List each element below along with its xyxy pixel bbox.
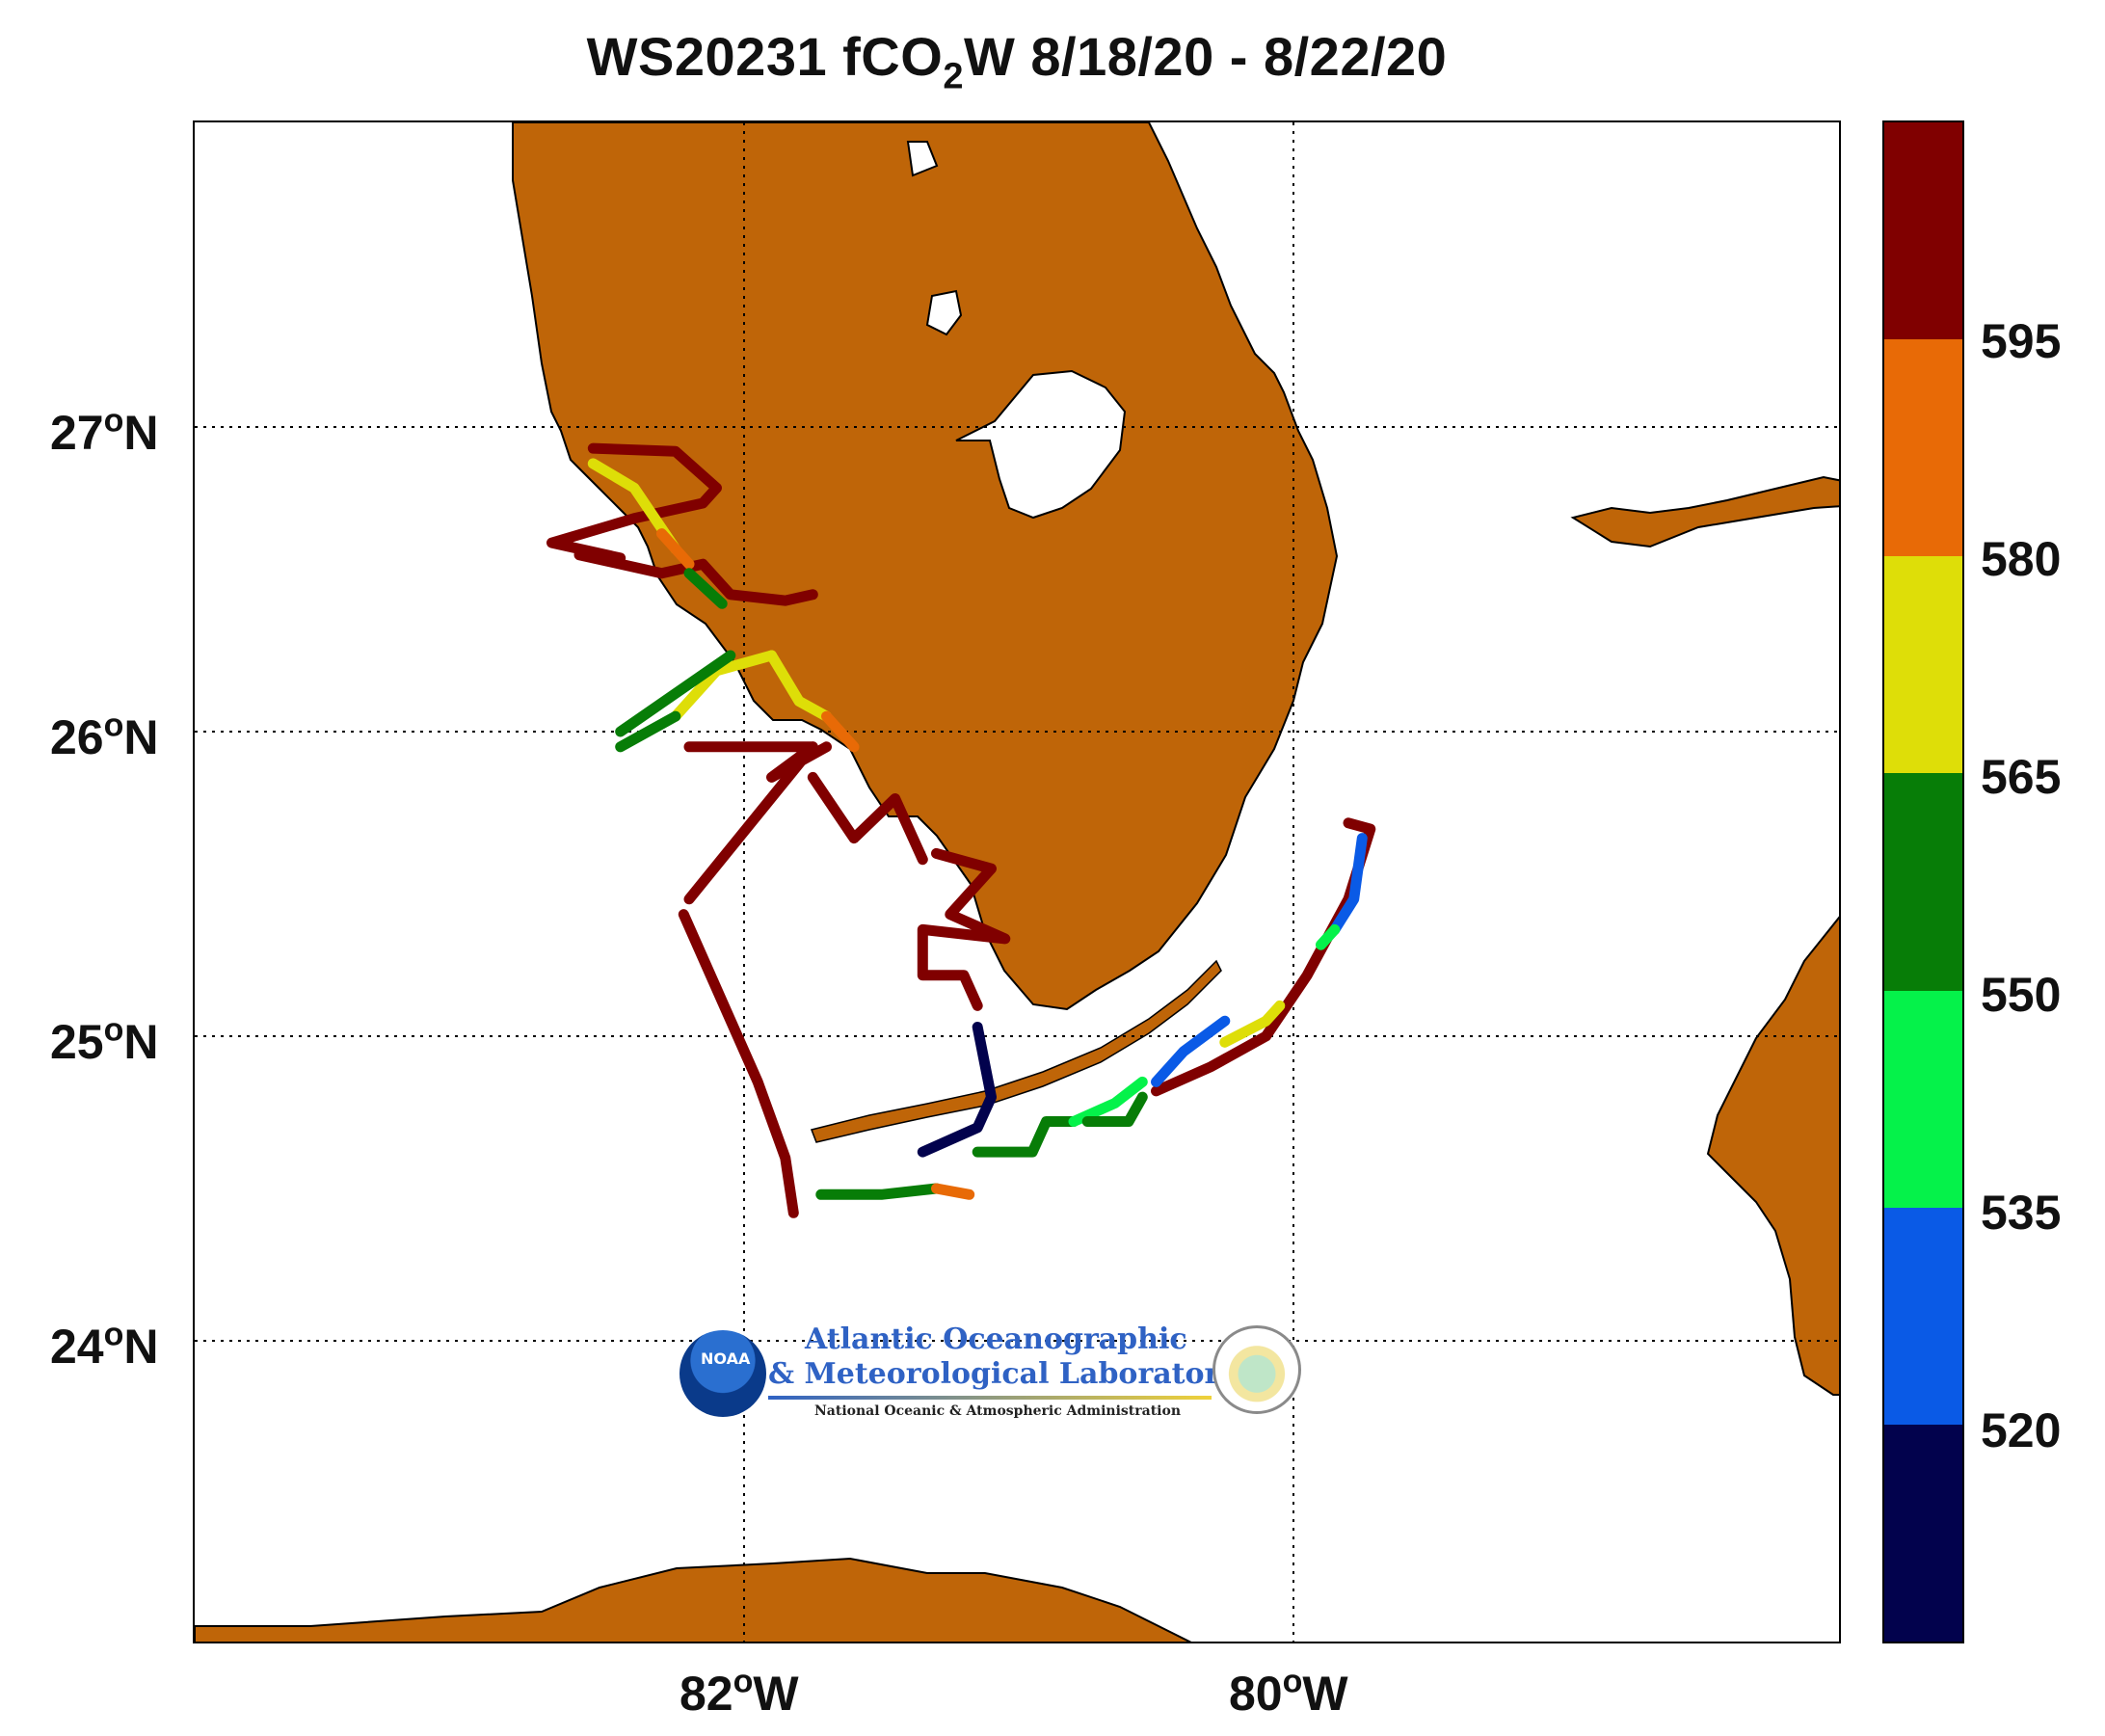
- lon-hemi-82: W: [753, 1667, 799, 1721]
- lon-deg-80: 80: [1229, 1667, 1283, 1721]
- ship-track-segment-19: [1219, 1000, 1286, 1048]
- ship-track-segment-9: [683, 568, 728, 609]
- colorbar-segment-3: [1884, 773, 1962, 991]
- land-keys: [810, 959, 1222, 1143]
- map-title: WS20231 fCO2W 8/18/20 - 8/22/20: [193, 25, 1841, 94]
- ship-track-segment-12: [766, 650, 832, 722]
- colorbar: [1882, 120, 1964, 1643]
- colorbar-segment-2: [1884, 556, 1962, 774]
- noaa-badge-text: NOAA: [701, 1349, 751, 1368]
- lon-sup-82: o: [733, 1663, 754, 1700]
- ship-track-segment-11: [615, 710, 681, 753]
- lake-north: [906, 141, 939, 177]
- land-bahamas: [1706, 916, 1839, 1396]
- lat-sup-24: o: [103, 1316, 124, 1353]
- ship-track-segment-2: [683, 741, 818, 905]
- ship-track-segment-14: [615, 650, 736, 737]
- lat-hemi-25: N: [123, 1015, 159, 1069]
- ship-track-segment-5: [917, 847, 1011, 1011]
- colorbar-segment-6: [1884, 1424, 1962, 1642]
- lon-sup-80: o: [1282, 1663, 1303, 1700]
- map-frame[interactable]: [193, 120, 1841, 1643]
- lake-okeechobee: [955, 369, 1127, 520]
- ship-track-segment-23: [931, 1183, 975, 1200]
- lat-sup-25: o: [103, 1011, 124, 1049]
- land-florida: [512, 122, 1339, 1011]
- ship-track-segment-20: [1329, 833, 1368, 935]
- ship-track-segment-22: [815, 1183, 942, 1200]
- lon-label-80: 80oW: [1229, 1663, 1348, 1722]
- lat-deg-27: 27: [50, 406, 104, 460]
- aoml-logo: NOAA Atlantic Oceanographic & Meteorolog…: [679, 1322, 1306, 1429]
- ship-track-segment-8: [656, 528, 695, 570]
- lon-hemi-80: W: [1302, 1667, 1348, 1721]
- lake-small: [925, 289, 963, 336]
- colorbar-segment-4: [1884, 990, 1962, 1208]
- lat-deg-24: 24: [50, 1320, 104, 1374]
- colorbar-tick-550: 550: [1981, 968, 2062, 1022]
- lat-label-25: 25oN: [50, 1011, 159, 1070]
- colorbar-tick-580: 580: [1981, 532, 2062, 586]
- colorbar-tick-535: 535: [1981, 1186, 2062, 1240]
- colorbar-tick-595: 595: [1981, 314, 2062, 368]
- ship-track-segment-4: [807, 771, 928, 866]
- lat-deg-26: 26: [50, 710, 104, 764]
- land-cuba: [195, 1557, 1192, 1642]
- lon-deg-82: 82: [679, 1667, 733, 1721]
- ship-track-segment-18: [1151, 1015, 1231, 1087]
- lat-hemi-26: N: [123, 710, 159, 764]
- ship-track-segment-24: [1081, 1091, 1148, 1127]
- aoml-seal-icon: [1212, 1325, 1301, 1414]
- ship-tracks: [546, 442, 1376, 1218]
- logo-line3: National Oceanic & Atmospheric Administr…: [814, 1403, 1182, 1419]
- lat-sup-27: o: [103, 402, 124, 440]
- title-suffix: W 8/18/20 - 8/22/20: [963, 26, 1448, 87]
- lat-hemi-24: N: [123, 1320, 159, 1374]
- ship-track-segment-21: [1316, 923, 1341, 950]
- colorbar-segment-0: [1884, 122, 1962, 340]
- lat-sup-26: o: [103, 707, 124, 744]
- lat-label-26: 26oN: [50, 707, 159, 765]
- lat-label-27: 27oN: [50, 402, 159, 461]
- ship-track-segment-3: [678, 909, 799, 1218]
- lat-deg-25: 25: [50, 1015, 104, 1069]
- colorbar-tick-565: 565: [1981, 750, 2062, 804]
- ship-track-segment-6: [1151, 817, 1376, 1097]
- lat-hemi-27: N: [123, 406, 159, 460]
- colorbar-segment-1: [1884, 339, 1962, 557]
- ship-track-segment-15: [917, 1022, 997, 1158]
- colorbar-segment-5: [1884, 1207, 1962, 1425]
- colorbar-tick-520: 520: [1981, 1403, 2062, 1457]
- lon-label-82: 82oW: [679, 1663, 799, 1722]
- logo-rule: [768, 1396, 1212, 1400]
- lat-label-24: 24oN: [50, 1316, 159, 1375]
- ship-track-segment-17: [1068, 1076, 1148, 1127]
- land-grand-bahama: [1570, 475, 1839, 548]
- ship-track-segment-16: [972, 1116, 1079, 1158]
- title-prefix: WS20231 fCO: [586, 26, 944, 87]
- title-subscript: 2: [943, 56, 964, 97]
- ship-track-segment-0: [546, 442, 818, 606]
- ship-track-segment-13: [821, 710, 860, 753]
- logo-line2: & Meteorological Laboratory: [768, 1357, 1237, 1391]
- logo-line1: Atlantic Oceanographic: [805, 1322, 1187, 1356]
- noaa-logo-icon: [679, 1330, 766, 1417]
